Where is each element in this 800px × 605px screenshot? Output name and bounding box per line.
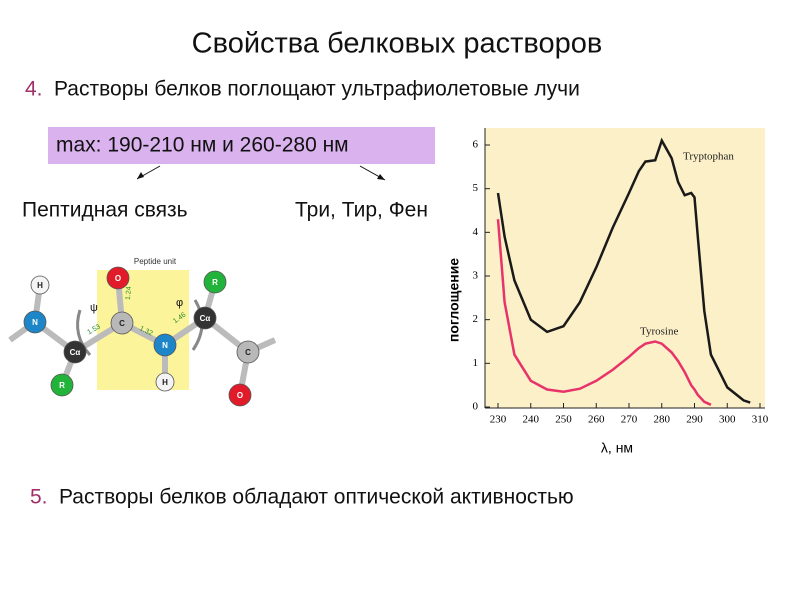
y-tick-label: 1 xyxy=(473,357,479,369)
peptide-diagram: Peptide unit ψ φ 1.24 1.32 1.46 1.53 OCN… xyxy=(8,257,277,407)
y-tick-label: 5 xyxy=(473,182,479,194)
branch-label: Три, Тир, Фен xyxy=(295,199,428,222)
atom-label: N xyxy=(162,341,168,350)
item-number: 4. xyxy=(25,78,43,101)
item-number: 5. xyxy=(30,486,48,509)
x-tick-label: 260 xyxy=(588,414,605,426)
x-tick-label: 240 xyxy=(523,414,540,426)
atom-label: H xyxy=(37,281,43,290)
plot-background xyxy=(485,128,765,408)
x-tick-label: 290 xyxy=(686,414,703,426)
x-tick-label: 230 xyxy=(490,414,507,426)
x-axis-label: λ, нм xyxy=(601,440,633,456)
atom xyxy=(236,340,260,364)
series-line xyxy=(496,137,751,404)
bond-length: 1.24 xyxy=(125,286,133,300)
y-tick-label: 6 xyxy=(473,139,479,151)
atom-label: O xyxy=(115,274,121,283)
absorbance-chart: 0 1 2 3 4 5 6 230 240 250 260 270 280 290 300 310 λ, нм п… xyxy=(446,128,769,456)
atom xyxy=(63,340,87,364)
x-tick-label: 270 xyxy=(621,414,638,426)
angle-symbol: φ xyxy=(176,297,183,309)
series-label: Tryptophan xyxy=(683,151,734,163)
angle-symbol: ψ xyxy=(90,302,98,314)
x-tick-label: 280 xyxy=(654,414,671,426)
item-text: Растворы белков обладают оптической акти… xyxy=(59,486,574,509)
atom-label: O xyxy=(237,391,243,400)
atom-label: Cα xyxy=(70,348,81,357)
arrow-head xyxy=(137,172,144,179)
atom xyxy=(23,310,47,334)
highlight-text: max: 190-210 нм и 260-280 нм xyxy=(56,134,349,157)
atom-label: H xyxy=(162,378,168,387)
atom-label: R xyxy=(212,278,218,287)
atom xyxy=(110,311,134,335)
atom-label: N xyxy=(32,318,38,327)
atom-label: C xyxy=(119,319,125,328)
atom-label: C xyxy=(245,348,251,357)
series-line xyxy=(496,219,712,406)
atom xyxy=(50,373,74,397)
arrow-head xyxy=(377,174,385,180)
branch-label: Пептидная связь xyxy=(22,199,188,222)
atom xyxy=(155,372,175,392)
highlight-box xyxy=(48,127,435,164)
x-tick-label: 250 xyxy=(555,414,572,426)
atom xyxy=(106,266,130,290)
series-label: Tyrosine xyxy=(640,326,678,338)
y-tick-label: 3 xyxy=(473,270,479,282)
slide-title: Свойства белковых растворов xyxy=(192,28,603,60)
atom-label: Cα xyxy=(200,314,211,323)
rotation-arrow xyxy=(76,309,92,357)
x-tick-label: 310 xyxy=(752,414,769,426)
y-tick-label: 4 xyxy=(473,226,479,238)
y-tick-label: 2 xyxy=(473,313,479,325)
atom xyxy=(193,306,217,330)
y-tick-label: 0 xyxy=(473,401,479,413)
atom xyxy=(153,333,177,357)
y-axis-label: поглощение xyxy=(446,258,462,342)
atom xyxy=(203,270,227,294)
atom xyxy=(228,383,252,407)
atom-label: R xyxy=(59,381,65,390)
item-text: Растворы белков поглощают ультрафиолетов… xyxy=(54,78,580,101)
x-tick-label: 300 xyxy=(719,414,736,426)
diagram-title: Peptide unit xyxy=(134,257,177,266)
atom xyxy=(30,275,50,295)
